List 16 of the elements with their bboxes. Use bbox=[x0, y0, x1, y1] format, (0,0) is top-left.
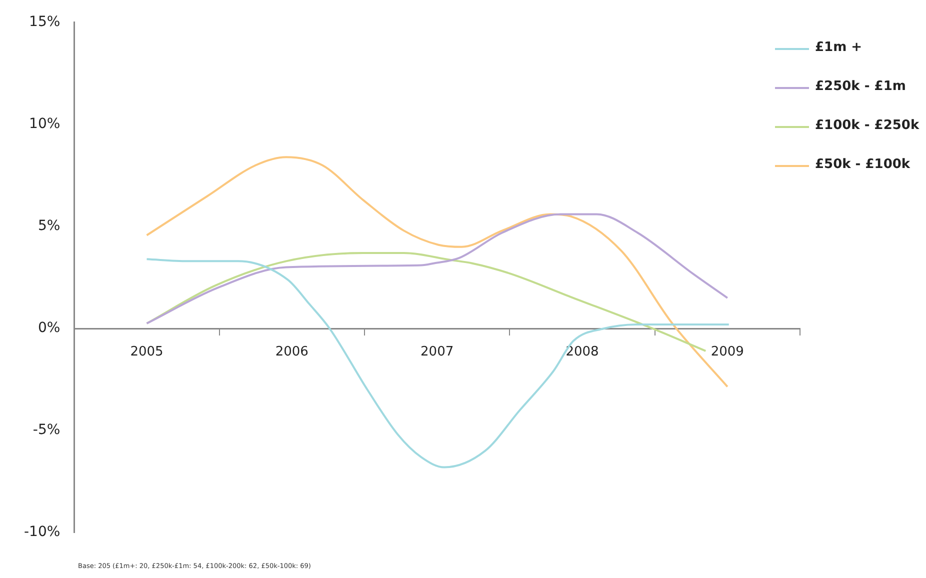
legend-label: £50k - £100k bbox=[815, 157, 910, 172]
y-tick-label: -5% bbox=[32, 422, 60, 438]
legend-label: £100k - £250k bbox=[815, 118, 920, 133]
x-tick-label: 2005 bbox=[130, 344, 164, 360]
y-tick-label: 5% bbox=[38, 218, 60, 234]
y-tick-label: -10% bbox=[24, 524, 60, 540]
legend-label: £250k - £1m bbox=[815, 79, 906, 94]
line-series bbox=[146, 213, 728, 324]
y-tick-label: 0% bbox=[38, 320, 60, 336]
x-tick-label: 2008 bbox=[566, 344, 599, 360]
x-tick-label: 2007 bbox=[420, 344, 454, 360]
y-tick-label: 15% bbox=[29, 14, 60, 30]
x-tick-label: 2006 bbox=[275, 344, 308, 360]
x-tick-label: 2009 bbox=[710, 344, 744, 360]
y-tick-label: 10% bbox=[29, 116, 60, 132]
legend-label: £1m + bbox=[815, 40, 862, 55]
